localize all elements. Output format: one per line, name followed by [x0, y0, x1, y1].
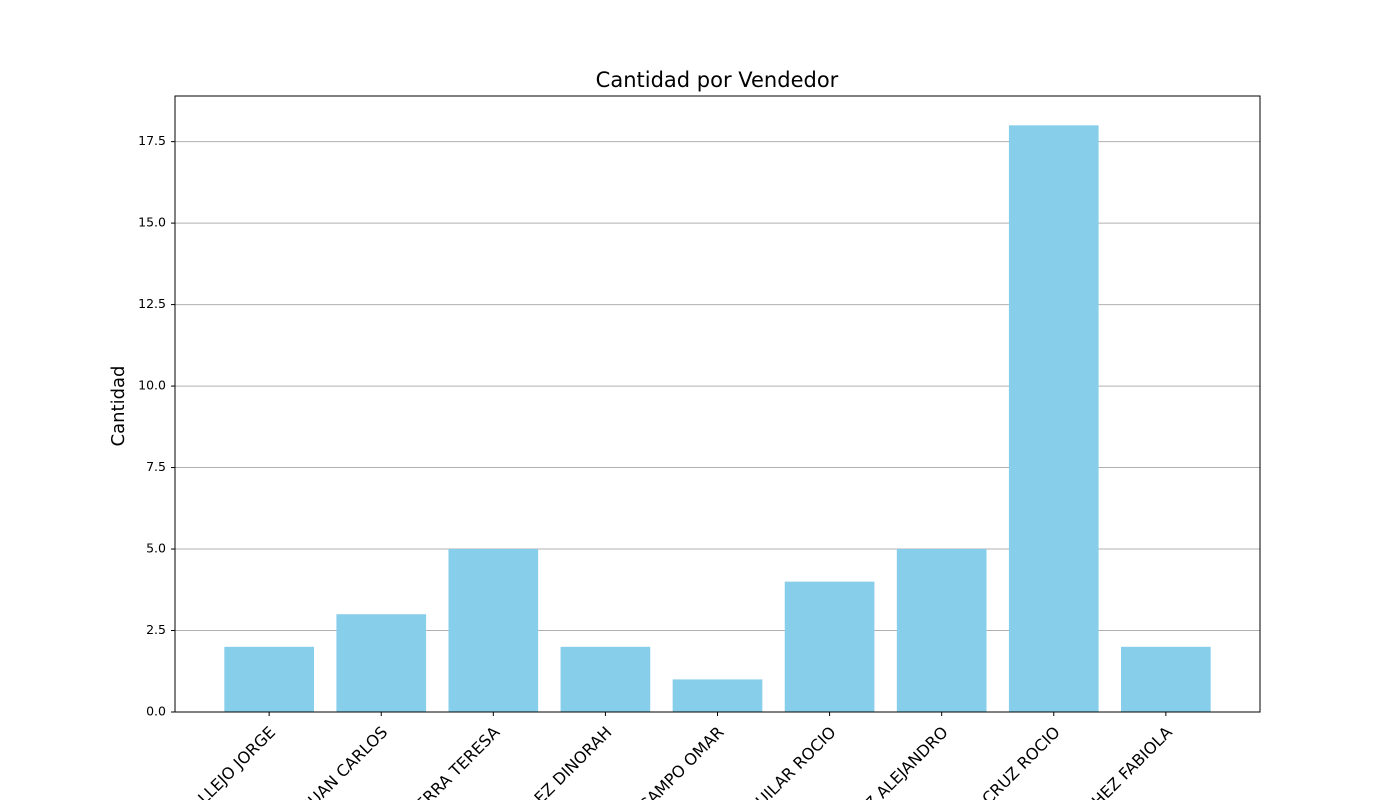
bar: [1121, 646, 1211, 712]
y-axis-label: Cantidad: [108, 366, 129, 447]
x-tick-label: HEZ FABIOLA: [1088, 723, 1176, 800]
bar: [224, 646, 314, 712]
bar: [560, 646, 651, 712]
bar: [336, 614, 427, 712]
x-tick-label: Z ALEJANDRO: [861, 723, 952, 800]
y-tick-label: 5.0: [146, 541, 166, 556]
y-tick-label: 10.0: [138, 378, 166, 393]
x-tick-label: ERRA TERESA: [412, 723, 503, 800]
y-tick-label: 15.0: [138, 215, 166, 230]
bar: [672, 679, 763, 712]
x-tick-label: CRUZ ROCIO: [978, 723, 1064, 800]
x-tick-label: JUAN CARLOS: [300, 723, 391, 800]
y-tick-label: 0.0: [146, 704, 166, 719]
y-tick-label: 2.5: [146, 622, 166, 637]
bar: [784, 581, 875, 712]
x-tick-label: EZ DINORAH: [530, 723, 615, 800]
plot-frame: [174, 95, 1261, 713]
bar: [448, 549, 539, 712]
x-tick-label: LLEJO JORGE: [194, 723, 279, 800]
bar: [1008, 125, 1099, 713]
bar: [896, 549, 987, 712]
y-tick-label: 12.5: [138, 296, 166, 311]
y-tick-label: 17.5: [138, 133, 166, 148]
x-tick-label: CAMPO OMAR: [635, 723, 727, 800]
y-tick-label: 7.5: [146, 459, 166, 474]
x-tick-label: UILAR ROCIO: [752, 723, 840, 800]
chart-title: Cantidad por Vendedor: [596, 68, 839, 92]
